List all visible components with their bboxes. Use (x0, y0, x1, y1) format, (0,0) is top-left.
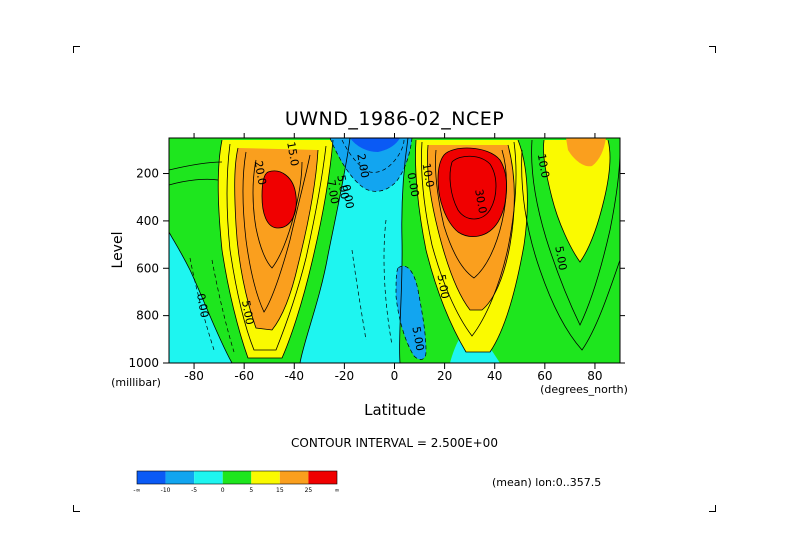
contour-line (427, 144, 515, 311)
contour-labels: 15.020.05.007.000.002.000.00 5.000.0010.0… (194, 141, 569, 352)
footer-note: (mean) lon:0..357.5 (492, 476, 602, 489)
contour-line (437, 147, 507, 237)
colorbar-swatch (251, 471, 280, 484)
colorbar-label: -∞ (133, 487, 140, 494)
contour-line (449, 155, 497, 220)
contour-line (226, 143, 327, 351)
corner-mark-bottom-left (73, 505, 80, 512)
x-tick-label: 80 (587, 369, 602, 383)
x-tick-label: -20 (335, 369, 355, 383)
contour-label: 0.00 (404, 172, 421, 198)
x-tick-label: -60 (234, 369, 254, 383)
colorbar-label: ∞ (335, 487, 340, 494)
y-tick-label: 400 (136, 214, 159, 228)
nh-polar-band-orange (566, 138, 606, 167)
contour-line-dashed (341, 139, 405, 173)
colorbar-swatch (194, 471, 223, 484)
corner-mark-top-left (73, 46, 80, 53)
colorbar-label: -10 (161, 487, 171, 494)
contour-line (399, 138, 409, 363)
x-axis: -80 -60 -40 -20 0 20 40 60 80 (184, 133, 603, 383)
colorbar-swatch (279, 471, 309, 484)
x-tick-label: 60 (537, 369, 552, 383)
contour-line-dashed (329, 138, 413, 192)
y-tick-label: 1000 (128, 356, 159, 370)
contour-label: 5.00 (409, 326, 426, 352)
contour-line (242, 151, 311, 313)
colorbar-label: 25 (305, 487, 313, 494)
y-axis: 200 400 600 800 1000 (128, 167, 625, 370)
colorbar-label: 15 (276, 487, 284, 494)
contour-line (252, 159, 303, 269)
colorbar-swatch (222, 471, 252, 484)
contour-lines (169, 138, 620, 363)
contour-line-dashed (189, 257, 215, 351)
filled-contours (169, 138, 620, 363)
contour-line (217, 139, 334, 359)
negative-contour-lines (189, 138, 427, 360)
corner-mark-bottom-right (709, 505, 716, 512)
contour-line (521, 149, 620, 351)
contour-line-dashed (395, 265, 427, 360)
contour-label: 10.0 (535, 153, 552, 179)
chart-title: UWND_1986-02_NCEP (284, 108, 505, 130)
contour-interval-text: CONTOUR INTERVAL = 2.500E+00 (291, 436, 498, 450)
x-axis-unit: (degrees_north) (540, 383, 628, 396)
easterly-band-lower-blue (396, 266, 426, 360)
sh-jet-band-orange (234, 148, 318, 330)
x-tick-label: -80 (184, 369, 204, 383)
y-tick-label: 800 (136, 309, 159, 323)
x-axis-label: Latitude (364, 401, 426, 419)
contour-line-dashed (383, 219, 393, 346)
easterly-band-top-blue (330, 138, 412, 192)
contour-label: 5.00 (552, 245, 569, 271)
nh-polar-band-yellow (543, 140, 611, 262)
colorbar-swatch (165, 471, 195, 484)
contour-line (531, 139, 620, 326)
colorbar-swatch (308, 471, 337, 484)
easterly-band-top-dark (350, 138, 400, 152)
contour-label: 2.00 (354, 153, 371, 179)
contour-label: 0.00 (339, 183, 356, 209)
nh-jet-core-red (438, 148, 507, 237)
contour-line (299, 138, 351, 363)
contour-line (169, 161, 223, 171)
y-tick-label: 600 (136, 261, 159, 275)
contour-label: 30.0 (472, 188, 489, 214)
colorbar: -∞ -10 -5 0 5 15 25 ∞ (133, 470, 340, 494)
contour-label: 15.0 (284, 141, 301, 167)
contour-label: 0.00 (194, 292, 211, 318)
contour-line (415, 139, 528, 353)
contour-line (169, 231, 233, 363)
x-tick-label: -40 (284, 369, 304, 383)
colorbar-swatch (137, 471, 166, 484)
x-tick-label: 0 (391, 369, 399, 383)
colorbar-frame (136, 470, 338, 485)
contour-line (234, 147, 319, 331)
contour-line (169, 178, 219, 186)
contour-line (261, 170, 297, 229)
y-axis-label: Level (110, 232, 126, 269)
y-tick-label: 200 (136, 167, 159, 181)
colorbar-label: 0 (221, 487, 225, 494)
contour-label: 20.0 (252, 160, 269, 186)
x-tick-label: 40 (487, 369, 502, 383)
contour-line-dashed (211, 259, 235, 353)
x-tick-label: 20 (437, 369, 452, 383)
contour-line (543, 139, 611, 263)
colorbar-label: 5 (249, 487, 253, 494)
contour-label: 5.00 (334, 174, 351, 200)
contour-label: 5.00 (435, 273, 452, 299)
colorbar-label: -5 (191, 487, 197, 494)
sh-jet-core-red (262, 171, 297, 228)
y-axis-unit: (millibar) (111, 376, 161, 389)
contour-line-dashed (351, 249, 367, 341)
contour-label: 5.00 (239, 299, 256, 325)
corner-mark-top-right (709, 46, 716, 53)
contour-label: 10.0 (419, 162, 436, 188)
contour-label: 7.00 (324, 179, 341, 205)
